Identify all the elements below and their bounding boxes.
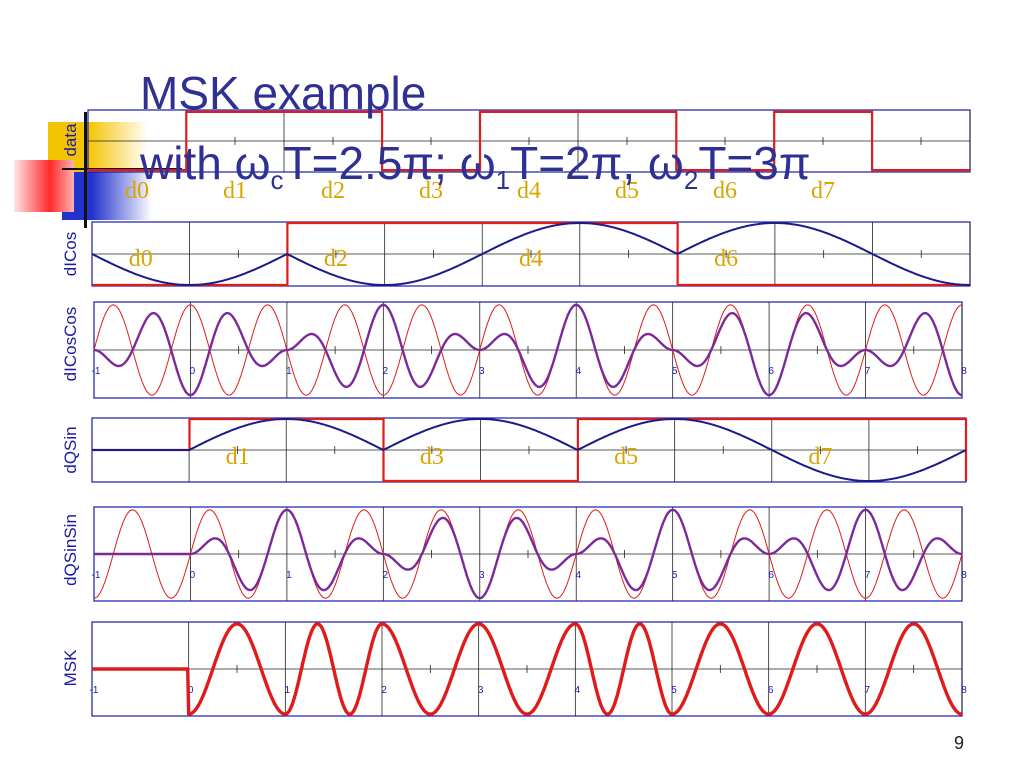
dqsinsin-tick-label: 0 (190, 570, 196, 581)
data-bit-label: d0 (125, 178, 149, 204)
data-bit-label: d7 (811, 178, 835, 204)
dicos-envelope (91, 222, 970, 286)
dqsin-bit-label: d1 (226, 444, 250, 470)
msk-tick-label: 2 (381, 685, 387, 696)
data-bit-label: d6 (713, 178, 737, 204)
data-bit-label: d5 (615, 178, 639, 204)
title-sub-1: 1 (495, 165, 511, 196)
dicoscos-tick-label: 7 (865, 366, 871, 377)
title-part-2: T=2.5π; ω (283, 137, 496, 189)
decor-vertical-rule (84, 112, 87, 228)
msk-tick-label: 5 (671, 685, 677, 696)
data-bit-label: d3 (419, 178, 443, 204)
dqsin-square-wave (91, 417, 968, 483)
page-number: 9 (953, 733, 964, 753)
data-square-wave (87, 110, 971, 172)
msk-signal (91, 622, 963, 716)
title-part-1: with ω (140, 137, 271, 189)
data-bit-label: d4 (517, 178, 541, 204)
msk-tick-label: 0 (188, 685, 194, 696)
dqsinsin-tick-label: 8 (961, 570, 967, 581)
msk-tick-label: 7 (865, 685, 871, 696)
decor-blue-fade (92, 172, 152, 220)
msk-tick-label: 8 (961, 685, 967, 696)
msk-tick-label: 1 (285, 685, 291, 696)
dicos-bit-label: d6 (714, 246, 738, 272)
dicoscos-tick-label: 2 (383, 366, 389, 377)
dqsinsin-tick-label: 1 (286, 570, 292, 581)
msk-tick-label: 4 (575, 685, 581, 696)
title-sub-c: c (270, 165, 284, 196)
msk-tick-label: 6 (768, 685, 774, 696)
dicoscos-carrier (93, 304, 963, 396)
dqsinsin-tick-label: 7 (865, 570, 871, 581)
data-bit-label: d1 (223, 178, 247, 204)
dicoscos-tick-label: 8 (961, 366, 967, 377)
dqsinsin-tick-label: 6 (768, 570, 774, 581)
data-bit-label: d2 (321, 178, 345, 204)
ylabel-dqsinsin: dQSinSin (61, 514, 80, 586)
msk-tick-label: 3 (478, 685, 484, 696)
title-part-4: T=3π (698, 137, 811, 189)
dqsin-bit-label: d5 (614, 444, 638, 470)
slide-subtitle: with ωcT=2.5π; ω1T=2π, ω2T=3π (140, 140, 811, 203)
slide-title: MSK example (140, 70, 426, 116)
ylabel-dicoscos: dICosCos (61, 306, 80, 382)
dqsinsin-carrier (93, 509, 963, 599)
ylabel-data: data (61, 123, 80, 157)
dicos-bit-label: d0 (129, 246, 153, 272)
dicoscos-tick-label: 1 (286, 366, 292, 377)
dqsinsin-tick-label: 5 (672, 570, 678, 581)
dqsinsin-tick-label: 4 (575, 570, 581, 581)
decor-yellow-fade (88, 122, 148, 172)
ylabel-dqsin: dQSin (61, 426, 80, 474)
dicoscos-tick-label: 6 (768, 366, 774, 377)
dicoscos-tick-label: 0 (190, 366, 196, 377)
dicoscos-tick-label: -1 (92, 366, 101, 377)
dqsinsin-tick-label: -1 (92, 570, 101, 581)
dqsin-bit-label: d7 (808, 444, 832, 470)
dqsinsin-product (93, 508, 963, 600)
dqsinsin-tick-label: 2 (383, 570, 389, 581)
dqsin-envelope (92, 418, 967, 482)
dicoscos-product (93, 303, 963, 397)
title-sub-2: 2 (683, 165, 699, 196)
msk-tick-label: -1 (90, 685, 99, 696)
dicoscos-tick-label: 4 (575, 366, 581, 377)
dicoscos-tick-label: 5 (672, 366, 678, 377)
ylabel-msk: MSK (61, 649, 80, 687)
dicoscos-tick-label: 3 (479, 366, 485, 377)
dicos-square-wave (91, 221, 971, 287)
dqsinsin-tick-label: 3 (479, 570, 485, 581)
ylabel-dicos: dICos (61, 231, 80, 277)
title-part-3: T=2π, ω (510, 137, 684, 189)
dicos-bit-label: d4 (519, 246, 543, 272)
dicos-bit-label: d2 (324, 246, 348, 272)
title-line-1: MSK example (140, 67, 427, 119)
dqsin-bit-label: d3 (420, 444, 444, 470)
